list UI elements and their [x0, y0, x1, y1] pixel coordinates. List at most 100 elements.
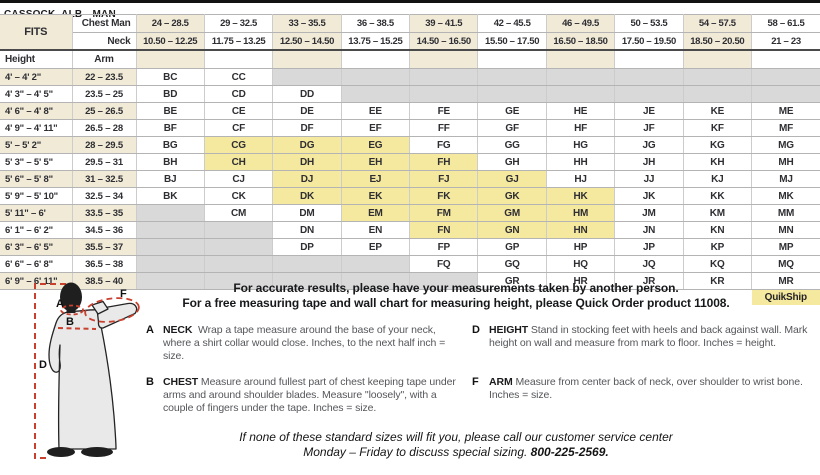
- size-cell: BG: [136, 136, 205, 154]
- neck: [66, 306, 76, 313]
- instruction-text: HEIGHT Stand in stocking feet with heels…: [489, 324, 808, 349]
- size-cell: JN: [614, 221, 684, 239]
- chest-range: 54 – 57.5: [683, 14, 753, 33]
- size-cell: DD: [272, 85, 342, 103]
- neck-range: 21 – 23: [751, 32, 820, 51]
- chest-range: 39 – 41.5: [409, 14, 479, 33]
- size-cell: JP: [614, 238, 684, 256]
- size-cell: HR: [546, 272, 616, 290]
- size-cell: GR: [477, 272, 547, 290]
- size-cell: CF: [204, 119, 274, 137]
- size-cell: GQ: [477, 255, 547, 273]
- arm-range: 35.5 – 37: [72, 238, 137, 256]
- size-cell: JG: [614, 136, 684, 154]
- blank-cell: [272, 289, 342, 305]
- blank-cell: [683, 289, 752, 305]
- blank-cell: [136, 289, 205, 305]
- size-cell-quickship: FJ: [409, 170, 479, 188]
- size-cell: GE: [477, 102, 547, 120]
- size-cell: JJ: [614, 170, 684, 188]
- height-range: 6' 3" – 6' 5": [0, 238, 73, 256]
- neck-header-row: Neck 10.50 – 12.25 11.75 – 13.25 12.50 – 1…: [0, 32, 820, 51]
- size-cell-quickship: CH: [204, 153, 274, 171]
- size-cell-quickship: GM: [477, 204, 547, 222]
- special-sizing-note: If none of these standard sizes will fit…: [100, 430, 812, 460]
- head: [60, 282, 82, 312]
- na-cell: [136, 221, 205, 239]
- size-cell: MQ: [751, 255, 820, 273]
- size-cell-quickship: FH: [409, 153, 479, 171]
- arm-range: 23.5 – 25: [72, 85, 137, 103]
- na-cell: [341, 255, 411, 273]
- size-cell: BK: [136, 187, 205, 205]
- arm-range: 26.5 – 28: [72, 119, 137, 137]
- height-range: 5' 9" – 5' 10": [0, 187, 73, 205]
- size-cell: EF: [341, 119, 411, 137]
- chest-range: 24 – 28.5: [136, 14, 205, 33]
- size-cell: EP: [341, 238, 411, 256]
- size-cell: DM: [272, 204, 342, 222]
- size-cell: MJ: [751, 170, 820, 188]
- blank-cell: [477, 289, 547, 305]
- neck-range: 13.75 – 15.25: [341, 32, 411, 51]
- height-column-label: Height: [0, 50, 73, 69]
- na-cell: [136, 255, 205, 273]
- size-cell: JF: [614, 119, 684, 137]
- neck-range: 11.75 – 13.25: [204, 32, 274, 51]
- size-cell: BF: [136, 119, 205, 137]
- arm-range: 33.5 – 35: [72, 204, 137, 222]
- size-cell-quickship: EG: [341, 136, 411, 154]
- chart-title-bar: CASSOCK–ALB—MAN: [0, 0, 820, 20]
- chest-range: 42 – 45.5: [477, 14, 547, 33]
- blank-cell: [341, 289, 410, 305]
- size-cell: KH: [683, 153, 753, 171]
- chest-range: 29 – 32.5: [204, 14, 274, 33]
- size-cell: BJ: [136, 170, 205, 188]
- blank-cell: [409, 50, 479, 69]
- size-cell-quickship: EK: [341, 187, 411, 205]
- height-range: 6' 6" – 6' 8": [0, 255, 73, 273]
- phone-number: 800-225-2569.: [530, 445, 609, 459]
- na-cell: [546, 68, 616, 86]
- left-shoe: [47, 447, 75, 457]
- na-cell: [751, 68, 820, 86]
- size-cell: GG: [477, 136, 547, 154]
- cassock-robe: [48, 309, 117, 450]
- size-cell: KP: [683, 238, 753, 256]
- blank-cell: [751, 50, 820, 69]
- intro-text: For accurate results, please have your m…: [100, 281, 812, 310]
- blank-cell: [136, 50, 205, 69]
- size-cell-quickship: DK: [272, 187, 342, 205]
- size-cell: JK: [614, 187, 684, 205]
- instruction-text: ARM Measure from center back of neck, ov…: [489, 376, 803, 401]
- size-cell-quickship: HN: [546, 221, 616, 239]
- size-cell-quickship: DG: [272, 136, 342, 154]
- figure-label-d: D: [39, 359, 47, 371]
- blank-cell: [204, 50, 274, 69]
- size-cell: FQ: [409, 255, 479, 273]
- blank-cell: [272, 50, 342, 69]
- size-cell-quickship: HK: [546, 187, 616, 205]
- na-cell: [409, 85, 479, 103]
- size-cell: GP: [477, 238, 547, 256]
- size-cell: BH: [136, 153, 205, 171]
- size-cell: FE: [409, 102, 479, 120]
- na-cell: [614, 68, 684, 86]
- size-cell-quickship: DH: [272, 153, 342, 171]
- arm-range: 28 – 29.5: [72, 136, 137, 154]
- size-cell: MG: [751, 136, 820, 154]
- height-range: 4' 3" – 4' 5": [0, 85, 73, 103]
- na-cell: [477, 68, 547, 86]
- arm-range: 38.5 – 40: [72, 272, 137, 290]
- size-cell: JM: [614, 204, 684, 222]
- neck-range: 10.50 – 12.25: [136, 32, 205, 51]
- size-cell: FF: [409, 119, 479, 137]
- na-cell: [683, 85, 753, 103]
- blank-cell: [477, 50, 547, 69]
- instruction-letter: B: [146, 376, 154, 388]
- blank-cell: [409, 289, 478, 305]
- size-cell: KG: [683, 136, 753, 154]
- measuring-instructions: A NECK Wrap a tape measure around the ba…: [146, 324, 812, 415]
- size-cell: MF: [751, 119, 820, 137]
